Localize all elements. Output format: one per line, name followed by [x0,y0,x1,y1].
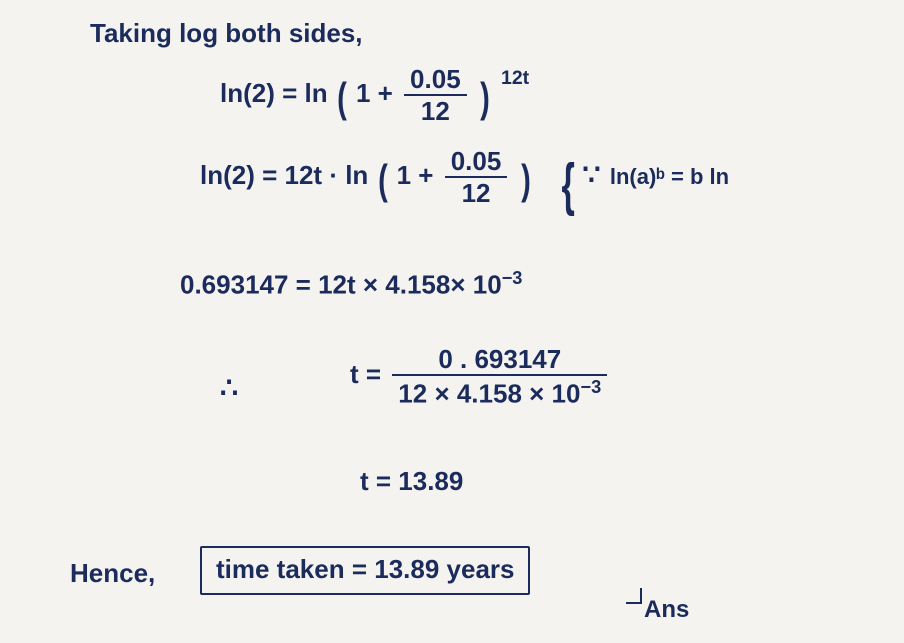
ans-label: Ans [644,596,689,624]
ln: ln [305,78,335,108]
fraction-0.05-over-12: 0.05 12 [404,66,467,124]
denominator: 12 × 4.158 × 10−3 [392,376,607,407]
therefore-symbol: ∴ [220,370,236,405]
hence-label: Hence, [70,558,155,589]
exponent-12t: 12t [501,67,529,89]
eq-numeric-substitution: 0.693147 = 12t × 4.158× 10−3 [180,268,522,301]
eq-solve-t: t = 0 . 693147 12 × 4.158 × 10−3 [350,346,611,407]
den-exp: −3 [580,377,601,397]
answer-hook-decoration [626,588,642,604]
because-symbol: ∵ [582,159,598,191]
lhs: ln(2) = [220,78,305,108]
fraction-solve-t: 0 . 693147 12 × 4.158 × 10−3 [392,346,607,407]
log-power-rule-note: ln(a)ᵇ = b ln [610,164,729,189]
open-paren: ( [378,156,388,204]
numerator: 0 . 693147 [392,346,607,376]
open-paren: ( [337,74,347,122]
one-plus: 1 + [356,78,400,108]
lhs: ln(2) = 12t · ln [200,160,376,190]
lhs-value: 0.693147 = [180,270,318,300]
one-plus: 1 + [397,160,441,190]
numerator: 0.05 [404,66,467,96]
close-paren: ) [521,156,531,204]
rhs: 12t × 4.158× 10 [318,270,502,300]
final-answer-box: time taken = 13.89 years [200,546,530,595]
denominator: 12 [445,178,508,206]
close-paren: ) [480,74,490,122]
eq-power-rule: ln(2) = 12t · ln ( 1 + 0.05 12 ) { ∵ ln(… [200,148,729,218]
denominator: 12 [404,96,467,124]
eq-log-both-sides: ln(2) = ln ( 1 + 0.05 12 ) 12t [220,66,529,124]
fraction-0.05-over-12: 0.05 12 [445,148,508,206]
brace-icon: { [561,152,574,218]
final-answer-text: time taken = 13.89 years [216,554,514,584]
rhs-exp: −3 [502,268,523,288]
step-take-log: Taking log both sides, [90,18,363,49]
numerator: 0.05 [445,148,508,178]
handwritten-page: Taking log both sides, ln(2) = ln ( 1 + … [0,0,904,643]
eq-t-result: t = 13.89 [360,466,463,497]
t-equals: t = [350,359,388,389]
